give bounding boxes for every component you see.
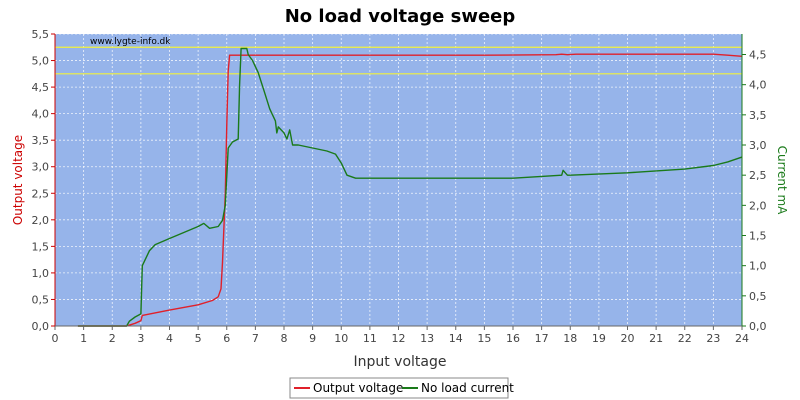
legend-box xyxy=(289,377,509,399)
x-tick-label: 1 xyxy=(80,332,87,345)
y-left-tick-label: 1,5 xyxy=(32,240,50,253)
y-left-tick-label: 4,0 xyxy=(32,108,50,121)
series-layer xyxy=(77,47,743,327)
x-tick-label: 10 xyxy=(334,332,348,345)
y-axis-right-label: Current mA xyxy=(775,146,789,216)
x-tick-label: 23 xyxy=(706,332,720,345)
y-left-tick-label: 2,0 xyxy=(32,214,50,227)
x-tick-label: 18 xyxy=(563,332,577,345)
x-tick-label: 15 xyxy=(477,332,491,345)
x-tick-label: 21 xyxy=(649,332,663,345)
x-tick-label: 19 xyxy=(592,332,606,345)
y-right-tick-label: 1,5 xyxy=(749,230,767,243)
watermark: www.lygte-info.dk xyxy=(90,37,171,47)
y-left-tick-label: 1,0 xyxy=(32,267,50,280)
y-right-tick-label: 4,0 xyxy=(749,79,767,92)
y-left-tick-label: 4,5 xyxy=(32,81,50,94)
y-left-tick-label: 5,5 xyxy=(32,28,50,41)
x-tick-label: 20 xyxy=(621,332,635,345)
x-tick-label: 2 xyxy=(109,332,116,345)
legend: Output voltage No load current xyxy=(289,377,514,399)
legend-label-output-voltage: Output voltage xyxy=(313,381,403,395)
y-left-tick-label: 2,5 xyxy=(32,187,50,200)
tick-labels: 0 1 2 3 4 5 6 7 8 9 10 11 12 13 14 15 16 17 18 19 20 21 22 23 24… xyxy=(32,28,767,345)
y-right-tick-label: 1,0 xyxy=(749,260,767,273)
chart-title: No load voltage sweep xyxy=(285,6,516,27)
y-right-tick-label: 0,5 xyxy=(749,290,767,303)
x-tick-label: 9 xyxy=(309,332,316,345)
y-right-tick-label: 2,0 xyxy=(749,199,767,212)
y-right-tick-label: 4,5 xyxy=(749,49,767,62)
x-tick-label: 17 xyxy=(535,332,549,345)
x-tick-label: 22 xyxy=(678,332,692,345)
series-line-output-voltage xyxy=(77,53,743,327)
x-axis-label: Input voltage xyxy=(353,354,446,370)
x-tick-label: 0 xyxy=(52,332,59,345)
x-tick-label: 16 xyxy=(506,332,520,345)
legend-label-no-load-current: No load current xyxy=(421,381,514,395)
y-left-tick-label: 3,5 xyxy=(32,134,50,147)
x-tick-label: 4 xyxy=(166,332,173,345)
x-tick-label: 5 xyxy=(195,332,202,345)
y-right-tick-label: 3,0 xyxy=(749,139,767,152)
x-tick-label: 3 xyxy=(137,332,144,345)
y-left-tick-label: 3,0 xyxy=(32,161,50,174)
y-left-tick-label: 0,0 xyxy=(32,320,50,333)
y-right-tick-label: 0,0 xyxy=(749,320,767,333)
x-tick-label: 6 xyxy=(223,332,230,345)
y-axis-left-label: Output voltage xyxy=(11,135,25,225)
x-tick-label: 13 xyxy=(420,332,434,345)
x-tick-label: 12 xyxy=(392,332,406,345)
grid xyxy=(54,33,743,327)
x-tick-label: 11 xyxy=(363,332,377,345)
y-left-tick-label: 0,5 xyxy=(32,293,50,306)
x-tick-label: 24 xyxy=(735,332,749,345)
y-left-tick-label: 5,0 xyxy=(32,55,50,68)
y-right-tick-label: 3,5 xyxy=(749,109,767,122)
y-right-tick-label: 2,5 xyxy=(749,169,767,182)
x-tick-label: 14 xyxy=(449,332,463,345)
x-tick-label: 7 xyxy=(252,332,259,345)
reference-lines xyxy=(55,46,742,75)
series-line-no-load-current xyxy=(77,47,743,327)
x-tick-label: 8 xyxy=(281,332,288,345)
